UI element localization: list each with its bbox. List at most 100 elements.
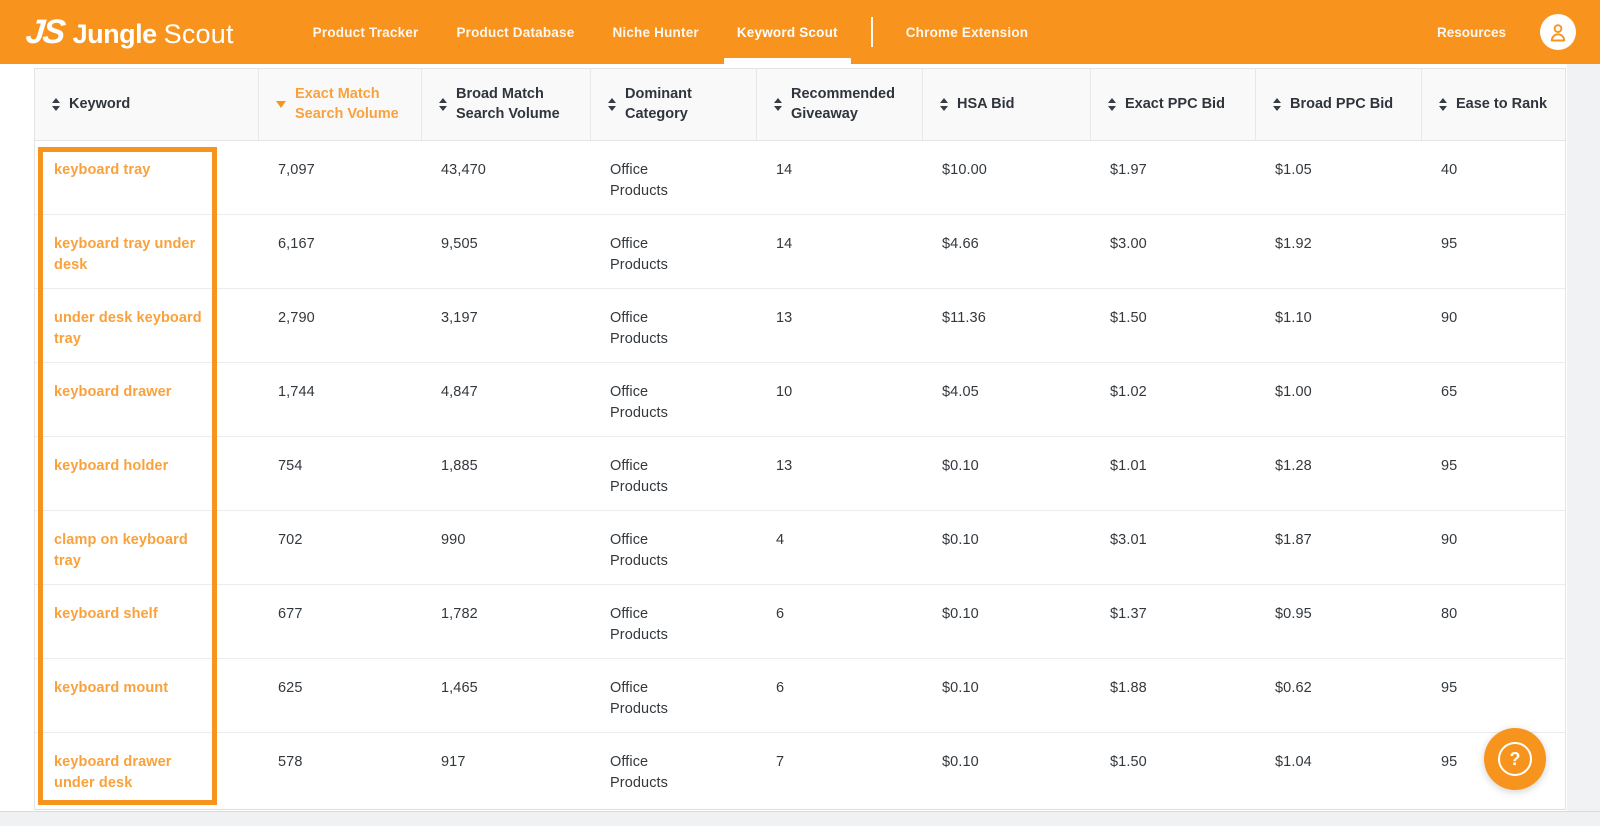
cell-hsa-bid: $11.36 — [942, 310, 986, 326]
cell-dominant-category: Office Products — [591, 141, 757, 214]
nav-item-product-tracker[interactable]: Product Tracker — [294, 0, 438, 64]
column-header-hsa-bid[interactable]: HSA Bid — [923, 69, 1091, 140]
sort-icon — [774, 98, 782, 111]
table-row[interactable]: keyboard mount 625 1,465 Office Products… — [35, 659, 1565, 733]
category-value: Office Products — [610, 236, 669, 273]
column-header-label: Dominant Category — [625, 85, 692, 122]
nav-item-label: Product Database — [456, 24, 575, 40]
table-row[interactable]: keyboard drawer under desk 578 917 Offic… — [35, 733, 1565, 810]
nav-item-label: Product Tracker — [312, 24, 419, 40]
column-header-keyword[interactable]: Keyword — [35, 69, 259, 140]
column-header-label: Exact PPC Bid — [1125, 95, 1225, 112]
keyword-link[interactable]: keyboard tray — [54, 162, 151, 178]
cell-broad-match-search-volume: 1,885 — [441, 458, 478, 474]
cell-keyword: keyboard drawer under desk — [35, 733, 259, 809]
cell-recommended-giveaway: 4 — [776, 532, 785, 548]
cell-exact-ppc-bid: $1.97 — [1110, 162, 1147, 178]
keyword-link[interactable]: keyboard shelf — [54, 606, 158, 622]
cell-dominant-category: Office Products — [591, 511, 757, 584]
account-avatar[interactable] — [1540, 14, 1576, 50]
category-value: Office Products — [610, 680, 669, 717]
right-gutter — [1567, 64, 1600, 826]
nav-item-resources[interactable]: Resources — [1436, 24, 1506, 40]
nav-item-chrome-extension[interactable]: Chrome Extension — [887, 0, 1047, 64]
column-header-label: Exact Match Search Volume — [295, 85, 399, 122]
cell-dominant-category: Office Products — [591, 289, 757, 362]
cell-recommended-giveaway: 10 — [776, 384, 793, 400]
keyword-link[interactable]: keyboard mount — [54, 680, 169, 696]
keyword-link[interactable]: keyboard drawer — [54, 384, 172, 400]
cell-recommended-giveaway: 7 — [776, 754, 785, 770]
cell-ease-to-rank: 95 — [1441, 680, 1458, 696]
keyword-link[interactable]: keyboard holder — [54, 458, 169, 474]
nav-item-label: Niche Hunter — [612, 24, 699, 40]
jungle-scout-logo[interactable]: JS Jungle Scout — [24, 12, 234, 52]
column-header-broad-match-search-volume[interactable]: Broad Match Search Volume — [422, 69, 591, 140]
cell-hsa-bid: $0.10 — [942, 680, 979, 696]
cell-broad-match-search-volume: 917 — [441, 754, 466, 770]
cell-hsa-bid: $10.00 — [942, 162, 987, 178]
cell-exact-match-search-volume: 2,790 — [278, 310, 315, 326]
keyword-link[interactable]: keyboard drawer under desk — [54, 754, 172, 792]
column-header-ease-to-rank[interactable]: Ease to Rank — [1422, 69, 1565, 140]
cell-recommended-giveaway: 6 — [776, 606, 785, 622]
keyword-link[interactable]: clamp on keyboard tray — [54, 532, 188, 570]
cell-dominant-category: Office Products — [591, 215, 757, 288]
keyword-link[interactable]: under desk keyboard tray — [54, 310, 202, 348]
cell-exact-match-search-volume: 677 — [278, 606, 303, 622]
column-header-dominant-category[interactable]: Dominant Category — [591, 69, 757, 140]
column-header-label: Recommended Giveaway — [791, 85, 895, 122]
cell-broad-ppc-bid: $1.28 — [1275, 458, 1312, 474]
cell-exact-ppc-bid: $1.50 — [1110, 754, 1147, 770]
cell-exact-match-search-volume: 578 — [278, 754, 303, 770]
column-header-label: Broad PPC Bid — [1290, 95, 1394, 112]
cell-exact-match-search-volume: 754 — [278, 458, 303, 474]
cell-hsa-bid: $0.10 — [942, 458, 979, 474]
column-header-recommended-giveaway[interactable]: Recommended Giveaway — [757, 69, 923, 140]
nav-item-product-database[interactable]: Product Database — [437, 0, 593, 64]
logo-brand-bold: Jungle — [72, 18, 158, 49]
category-value: Office Products — [610, 310, 669, 347]
table-row[interactable]: keyboard holder 754 1,885 Office Product… — [35, 437, 1565, 511]
sort-icon — [1439, 98, 1447, 111]
cell-hsa-bid: $4.66 — [942, 236, 979, 252]
nav-item-keyword-scout[interactable]: Keyword Scout — [718, 0, 857, 64]
column-header-exact-match-search-volume[interactable]: Exact Match Search Volume — [259, 69, 422, 140]
column-header-broad-ppc-bid[interactable]: Broad PPC Bid — [1256, 69, 1422, 140]
cell-broad-ppc-bid: $0.62 — [1275, 680, 1312, 696]
cell-exact-ppc-bid: $3.00 — [1110, 236, 1147, 252]
sort-icon — [608, 98, 616, 111]
nav-right: Resources — [1437, 14, 1576, 50]
table-row[interactable]: keyboard tray under desk 6,167 9,505 Off… — [35, 215, 1565, 289]
cell-exact-match-search-volume: 702 — [278, 532, 303, 548]
keyword-link[interactable]: keyboard tray under desk — [54, 236, 196, 274]
top-nav: JS Jungle Scout Product Tracker Product … — [0, 0, 1600, 64]
sort-icon — [52, 98, 60, 111]
cell-broad-ppc-bid: $1.87 — [1275, 532, 1312, 548]
category-value: Office Products — [610, 384, 669, 421]
cell-broad-match-search-volume: 990 — [441, 532, 466, 548]
cell-broad-ppc-bid: $1.92 — [1275, 236, 1312, 252]
nav-item-label: Chrome Extension — [905, 24, 1029, 40]
user-icon — [1550, 24, 1566, 42]
cell-keyword: keyboard tray under desk — [35, 215, 259, 288]
cell-dominant-category: Office Products — [591, 585, 757, 658]
column-header-exact-ppc-bid[interactable]: Exact PPC Bid — [1091, 69, 1256, 140]
cell-exact-ppc-bid: $1.50 — [1110, 310, 1147, 326]
table-row[interactable]: under desk keyboard tray 2,790 3,197 Off… — [35, 289, 1565, 363]
sort-icon — [940, 98, 948, 111]
cell-ease-to-rank: 90 — [1441, 310, 1458, 326]
table-row[interactable]: keyboard shelf 677 1,782 Office Products… — [35, 585, 1565, 659]
logo-monogram-icon: JS — [24, 12, 66, 51]
help-button[interactable]: ? — [1484, 728, 1546, 790]
cell-recommended-giveaway: 14 — [776, 236, 793, 252]
table-row[interactable]: clamp on keyboard tray 702 990 Office Pr… — [35, 511, 1565, 585]
cell-broad-ppc-bid: $0.95 — [1275, 606, 1312, 622]
cell-ease-to-rank: 90 — [1441, 532, 1458, 548]
nav-item-niche-hunter[interactable]: Niche Hunter — [593, 0, 717, 64]
table-row[interactable]: keyboard tray 7,097 43,470 Office Produc… — [35, 141, 1565, 215]
table-row[interactable]: keyboard drawer 1,744 4,847 Office Produ… — [35, 363, 1565, 437]
cell-broad-ppc-bid: $1.00 — [1275, 384, 1312, 400]
cell-exact-match-search-volume: 6,167 — [278, 236, 315, 252]
cell-dominant-category: Office Products — [591, 659, 757, 732]
